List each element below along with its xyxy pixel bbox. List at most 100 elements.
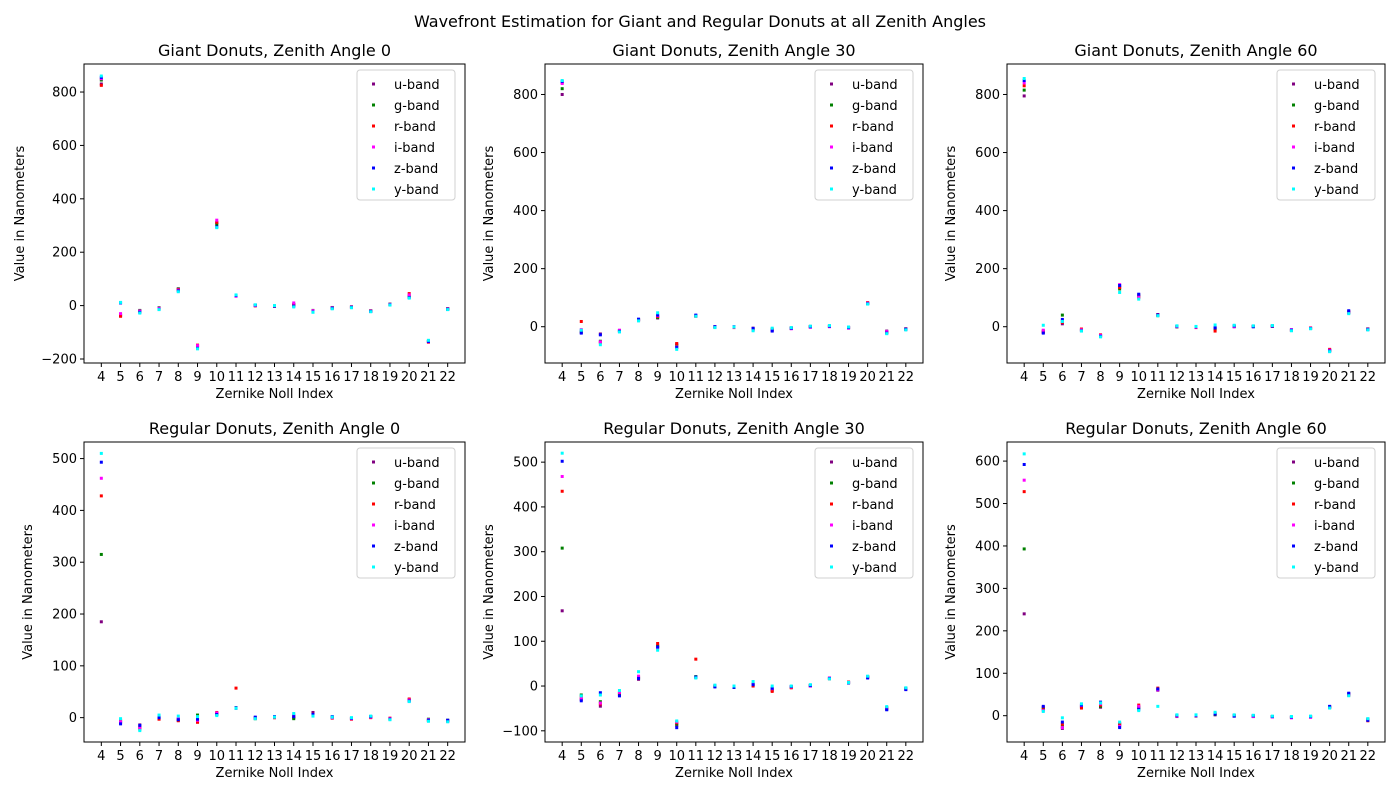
x-tick-label: 13 <box>726 749 743 764</box>
x-axis-label: Zernike Noll Index <box>1137 766 1255 781</box>
point-y-band-z13 <box>273 715 276 719</box>
legend-entry: u-band <box>394 78 440 93</box>
point-r-band-z4 <box>1022 84 1026 88</box>
x-tick-label: 8 <box>634 749 642 764</box>
y-tick-label: −100 <box>502 724 538 739</box>
point-r-band-z4 <box>1022 490 1026 494</box>
legend-entry: g-band <box>394 477 440 492</box>
point-y-band-z19 <box>847 325 851 329</box>
subplot-title: Regular Donuts, Zenith Angle 0 <box>149 419 400 438</box>
point-g-band-z4 <box>1022 88 1026 92</box>
x-tick-label: 5 <box>116 370 124 385</box>
point-i-band-z4 <box>560 81 564 85</box>
legend-entry: g-band <box>1314 477 1360 492</box>
x-tick-label: 10 <box>208 749 225 764</box>
x-tick-label: 6 <box>136 370 144 385</box>
x-tick-label: 8 <box>634 370 642 385</box>
point-y-band-z22 <box>904 686 908 690</box>
point-z-band-z22 <box>446 718 450 722</box>
point-z-band-z12 <box>253 715 257 719</box>
point-y-band-z21 <box>1347 312 1351 316</box>
point-r-band-z5 <box>119 718 123 722</box>
legend-entry: r-band <box>1314 498 1356 513</box>
y-tick-label: 400 <box>975 204 1000 219</box>
point-z-band-z12 <box>713 685 717 689</box>
x-tick-label: 14 <box>1207 370 1224 385</box>
y-tick-label: 400 <box>52 504 77 519</box>
y-axis-label: Value in Nanometers <box>482 524 497 660</box>
x-tick-label: 12 <box>247 370 264 385</box>
y-tick-label: 600 <box>975 146 1000 161</box>
point-z-band-z6 <box>1060 720 1064 724</box>
point-y-band-z7 <box>617 330 621 334</box>
x-tick-label: 11 <box>1150 370 1167 385</box>
legend-marker <box>830 565 833 569</box>
x-tick-label: 16 <box>1245 370 1262 385</box>
point-z-band-z10 <box>675 726 679 730</box>
x-tick-label: 15 <box>764 749 781 764</box>
x-tick-label: 9 <box>1115 370 1123 385</box>
point-z-band-z5 <box>579 699 583 703</box>
x-tick-label: 15 <box>764 370 781 385</box>
legend-entry: u-band <box>394 456 440 471</box>
subplot-title: Giant Donuts, Zenith Angle 30 <box>612 41 855 60</box>
point-y-band-z5 <box>1041 709 1045 713</box>
point-y-band-z4 <box>99 451 103 455</box>
x-tick-label: 16 <box>1245 749 1262 764</box>
point-i-band-z7 <box>617 690 621 694</box>
point-y-band-z13 <box>1194 324 1198 328</box>
point-y-band-z12 <box>713 326 717 330</box>
point-y-band-z10 <box>1137 709 1141 713</box>
y-tick-label: 800 <box>52 86 77 101</box>
point-y-band-z18 <box>827 324 831 328</box>
point-y-band-z18 <box>1289 715 1293 719</box>
point-z-band-z21 <box>885 708 889 712</box>
legend-marker <box>1292 502 1295 506</box>
point-y-band-z11 <box>694 676 698 680</box>
y-tick-label: 300 <box>52 556 77 571</box>
x-tick-label: 21 <box>420 749 437 764</box>
legend: u-band g-band r-band i-band z-band y-band <box>814 447 914 579</box>
x-tick-label: 16 <box>783 370 800 385</box>
legend-entry: z-band <box>1314 162 1358 177</box>
legend-marker <box>1292 187 1295 191</box>
point-u-band-z4 <box>1022 94 1026 98</box>
x-axis-label: Zernike Noll Index <box>1137 387 1255 402</box>
point-y-band-z9 <box>1118 720 1122 724</box>
x-tick-label: 7 <box>1077 370 1085 385</box>
point-z-band-z6 <box>598 333 602 337</box>
point-y-band-z14 <box>1213 710 1217 714</box>
y-tick-label: 100 <box>975 667 1000 682</box>
legend-marker <box>1292 166 1295 170</box>
point-g-band-z4 <box>99 552 103 556</box>
point-r-band-z9 <box>656 641 660 645</box>
x-tick-label: 4 <box>97 749 105 764</box>
x-tick-label: 18 <box>821 749 838 764</box>
y-tick-label: 0 <box>992 709 1000 724</box>
x-tick-label: 13 <box>266 370 283 385</box>
point-r-band-z5 <box>119 314 123 318</box>
legend-marker <box>830 82 833 86</box>
point-y-band-z6 <box>138 311 142 315</box>
point-y-band-z12 <box>713 683 717 687</box>
point-g-band-z10 <box>215 222 219 226</box>
x-tick-label: 21 <box>878 370 895 385</box>
point-r-band-z11 <box>694 657 698 661</box>
point-y-band-z12 <box>253 717 257 721</box>
x-tick-label: 18 <box>1283 749 1300 764</box>
legend-marker <box>372 544 375 548</box>
point-i-band-z10 <box>1137 704 1141 708</box>
point-y-band-z15 <box>311 714 315 718</box>
point-y-band-z6 <box>598 693 602 697</box>
point-z-band-z8 <box>637 317 641 321</box>
point-r-band-z7 <box>1079 706 1083 710</box>
point-i-band-z5 <box>579 697 583 701</box>
point-i-band-z6 <box>598 701 602 705</box>
y-axis-label: Value in Nanometers <box>21 524 36 660</box>
point-u-band-z4 <box>1022 612 1026 616</box>
point-y-band-z10 <box>675 719 679 723</box>
x-tick-label: 20 <box>1321 749 1338 764</box>
point-y-band-z10 <box>1137 297 1141 301</box>
x-tick-label: 6 <box>1058 370 1066 385</box>
